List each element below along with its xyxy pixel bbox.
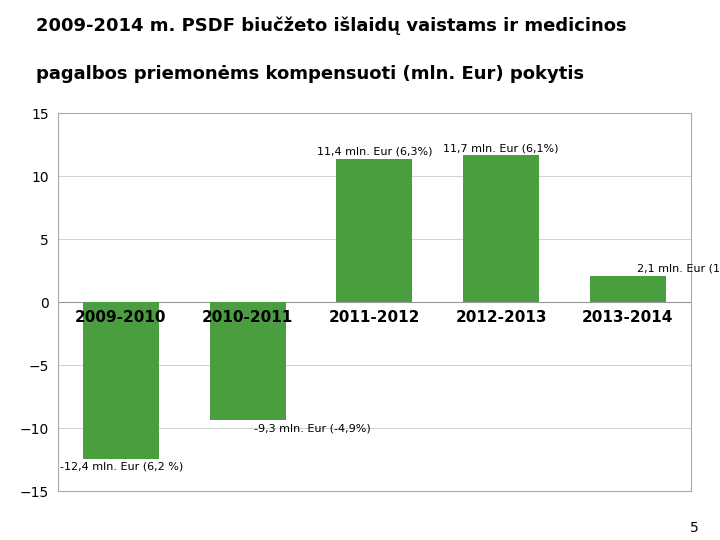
Text: -12,4 mln. Eur (6,2 %): -12,4 mln. Eur (6,2 %): [60, 461, 184, 471]
Text: 5: 5: [690, 521, 698, 535]
Bar: [336, 159, 413, 302]
Text: 11,4 mln. Eur (6,3%): 11,4 mln. Eur (6,3%): [317, 147, 432, 157]
Text: 2010-2011: 2010-2011: [202, 310, 293, 325]
Text: 2,1 mln. Eur (1,0 %): 2,1 mln. Eur (1,0 %): [636, 264, 720, 273]
Bar: [590, 276, 666, 302]
Text: 11,7 mln. Eur (6,1%): 11,7 mln. Eur (6,1%): [444, 143, 559, 153]
Text: 2013-2014: 2013-2014: [582, 310, 673, 325]
Text: 2009-2010: 2009-2010: [75, 310, 167, 325]
Text: -9,3 mln. Eur (-4,9%): -9,3 mln. Eur (-4,9%): [254, 423, 371, 434]
Bar: [463, 155, 539, 302]
Text: 2012-2013: 2012-2013: [455, 310, 547, 325]
Text: 2011-2012: 2011-2012: [329, 310, 420, 325]
Bar: [83, 302, 159, 458]
Text: 2009-2014 m. PSDF biučžeto išlaidų vaistams ir medicinos: 2009-2014 m. PSDF biučžeto išlaidų vaist…: [36, 16, 626, 35]
Text: pagalbos priemonėms kompensuoti (mln. Eur) pokytis: pagalbos priemonėms kompensuoti (mln. Eu…: [36, 65, 584, 83]
Bar: [210, 302, 286, 420]
